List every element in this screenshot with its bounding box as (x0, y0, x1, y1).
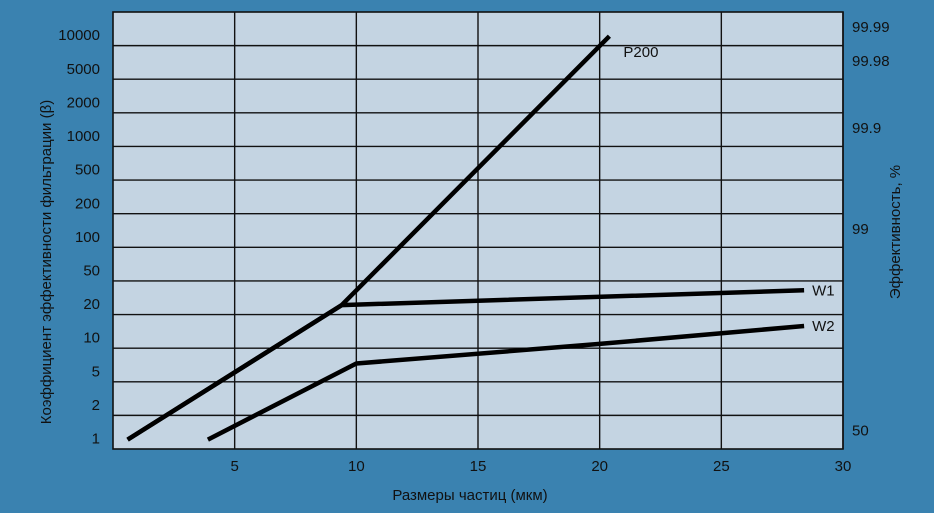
series-line-w1 (126, 288, 805, 442)
y-tick-label: 2 (92, 397, 100, 414)
x-tick-label: 15 (470, 458, 487, 475)
x-axis-label: Размеры частиц (мкм) (392, 487, 547, 504)
y-tick-label: 1000 (67, 128, 100, 145)
labels: 1000050002000100050020010050201052199.99… (58, 19, 889, 475)
y-tick-label: 5 (92, 363, 100, 380)
grid (112, 11, 844, 450)
x-tick-label: 10 (348, 458, 365, 475)
series-label-p200: P200 (623, 44, 658, 61)
y-tick-label: 5000 (67, 61, 100, 78)
y2-tick-label: 99.9 (852, 120, 881, 137)
x-tick-label: 20 (591, 458, 608, 475)
y-tick-label: 20 (83, 296, 100, 313)
y-tick-label: 500 (75, 162, 100, 179)
y-tick-label: 50 (83, 263, 100, 280)
y-tick-label: 200 (75, 195, 100, 212)
series-lines (126, 34, 805, 442)
x-tick-label: 30 (835, 458, 852, 475)
y2-axis-label: Эффективность, % (887, 165, 904, 299)
series-label-w2: W2 (812, 318, 835, 335)
series-label-w1: W1 (812, 282, 835, 299)
plot-border (112, 11, 844, 450)
x-tick-label: 5 (230, 458, 238, 475)
y-tick-label: 100 (75, 229, 100, 246)
x-tick-label: 25 (713, 458, 730, 475)
y2-tick-label: 50 (852, 423, 869, 440)
series-line-w2 (206, 323, 805, 442)
y-tick-label: 10000 (58, 27, 100, 44)
y2-tick-label: 99.98 (852, 53, 890, 70)
y-tick-label: 2000 (67, 94, 100, 111)
y2-tick-label: 99.99 (852, 19, 890, 36)
y-tick-label: 1 (92, 431, 100, 448)
y2-tick-label: 99 (852, 221, 869, 238)
y-axis-label: Коэффициент эффективности фильтрации (β) (38, 100, 55, 424)
y-tick-label: 10 (83, 330, 100, 347)
